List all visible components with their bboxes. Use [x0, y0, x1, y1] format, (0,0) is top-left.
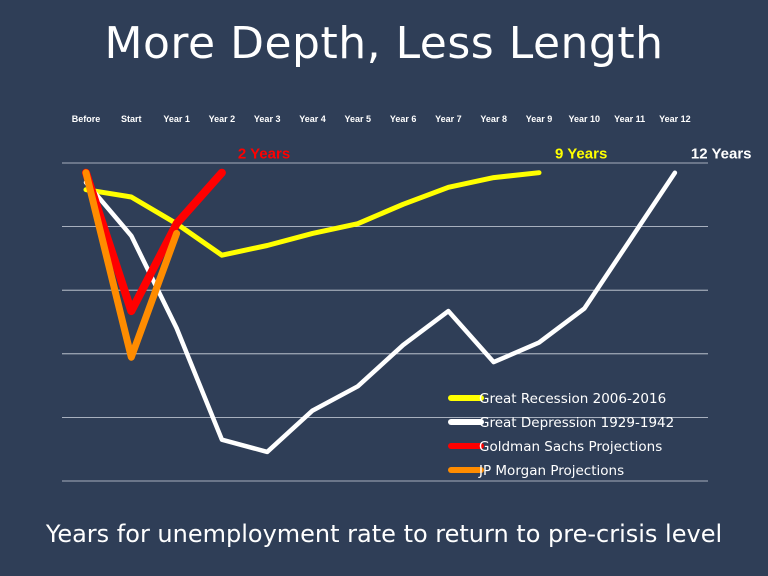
legend-label: Great Recession 2006-2016 [479, 391, 666, 407]
x-tick-label: Year 11 [614, 114, 645, 124]
x-tick-label: Year 3 [254, 114, 281, 124]
series-line [82, 168, 226, 316]
legend-label: Goldman Sachs Projections [479, 439, 662, 455]
x-tick-label: Year 7 [435, 114, 462, 124]
x-tick-label: Year 1 [163, 114, 190, 124]
legend-label: JP Morgan Projections [478, 463, 624, 479]
x-tick-label: Year 2 [209, 114, 236, 124]
legend: Great Recession 2006-2016 Great Depressio… [448, 391, 674, 479]
series-lines [82, 168, 678, 455]
series-end-label: 2 Years [238, 146, 290, 163]
gridlines [62, 162, 708, 482]
x-axis-ticks: Before Start Year 1 Year 2 Year 3 Year 4 Year … [72, 114, 691, 124]
x-tick-label: Year 12 [659, 114, 691, 124]
slide-title: More Depth, Less Length [104, 18, 664, 69]
x-tick-label: Year 6 [390, 114, 417, 124]
series-line [83, 170, 678, 455]
series-line [83, 170, 542, 258]
x-tick-label: Year 5 [345, 114, 372, 124]
legend-label: Great Depression 1929-1942 [479, 415, 674, 431]
x-tick-label: Before [72, 114, 101, 124]
end-labels: 9 Years 12 Years 2 Years [238, 146, 752, 163]
x-tick-label: Year 10 [569, 114, 601, 124]
series-end-label: 9 Years [555, 146, 607, 163]
series-line [82, 169, 181, 361]
series-end-label: 12 Years [691, 146, 752, 163]
slide-footer: Years for unemployment rate to return to… [45, 520, 723, 548]
x-tick-label: Start [121, 114, 142, 124]
x-tick-label: Year 8 [480, 114, 507, 124]
x-tick-label: Year 9 [526, 114, 553, 124]
x-tick-label: Year 4 [299, 114, 326, 124]
